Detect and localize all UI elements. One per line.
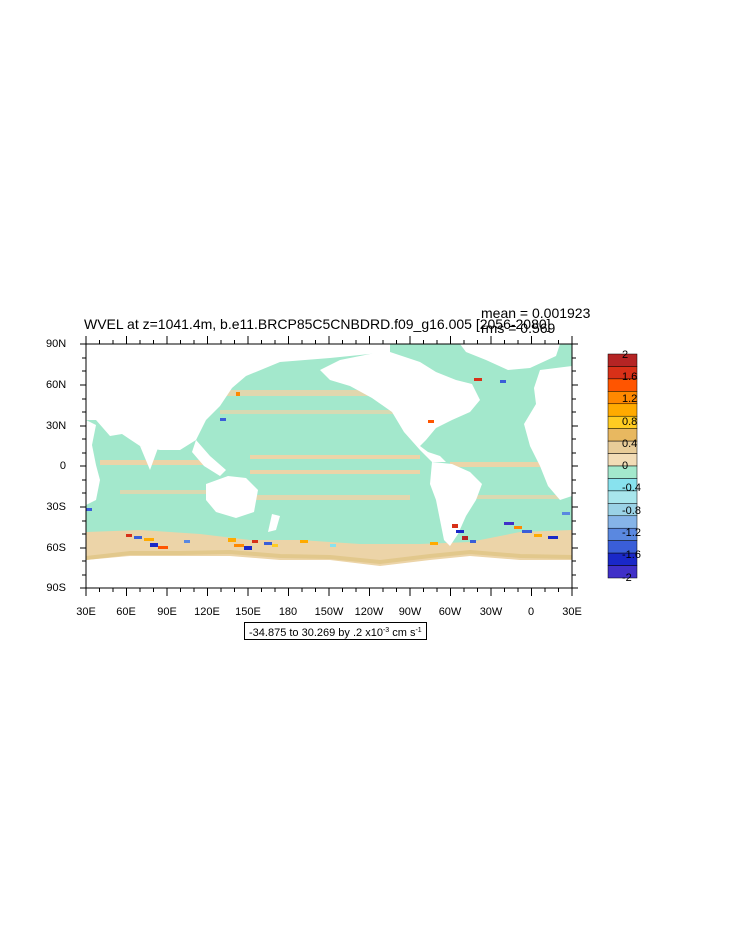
atlantic-stripe [450, 462, 560, 467]
indian-equatorial-stripe [100, 460, 210, 465]
range-prefix: -34.875 to 30.269 by .2 x10 [249, 627, 383, 639]
pacific-stripe-s [250, 470, 420, 474]
colorbar-label: 2 [622, 349, 629, 361]
lon-label-0: 0 [527, 606, 535, 618]
lat-label-60n: 60N [46, 379, 67, 391]
lat-label-30s: 30S [46, 501, 66, 513]
plot-title: WVEL at z=1041.4m, b.e11.BRCP85C5CNBDRD.… [84, 316, 551, 332]
new-zealand-land [268, 514, 280, 532]
se-asia-land [192, 440, 226, 476]
antarctic-coast-ring [86, 549, 572, 565]
colorbar-label: -2 [622, 572, 632, 584]
india-land [140, 446, 158, 470]
lon-label-30e: 30E [76, 606, 96, 618]
colorbar-label: -1.6 [622, 549, 641, 561]
range-unit-exponent: -1 [415, 627, 422, 634]
northern-extremes [220, 378, 506, 423]
axis-ticks [80, 336, 578, 596]
lat-label-90n: 90N [46, 338, 67, 350]
lon-label-150w: 150W [314, 606, 344, 618]
colorbar-label: -0.8 [622, 505, 641, 517]
south-indian-stripe [120, 490, 220, 494]
eurasia-land [86, 344, 390, 450]
europe-land [534, 366, 572, 404]
antarctica-land [86, 556, 572, 588]
colorbar-label: -0.4 [622, 482, 641, 494]
colorbar-label: 0.4 [622, 438, 638, 450]
rms-value: rms = 0.569 [481, 320, 556, 336]
colorbar-label: 0.8 [622, 416, 638, 428]
lat-label-0: 0 [59, 460, 66, 472]
africa-east-land [524, 404, 572, 500]
australia-land [206, 476, 258, 518]
south-america-land [430, 462, 482, 546]
colorbar-label: -1.2 [622, 527, 641, 539]
lon-label-120w: 120W [354, 606, 384, 618]
colorbar-swatch [607, 403, 638, 417]
lon-label-60e: 60E [116, 606, 136, 618]
north-america-land [320, 344, 480, 462]
pacific-stripe-n [250, 455, 420, 459]
lon-label-150e: 150E [235, 606, 261, 618]
colorbar-label: 1.2 [622, 393, 638, 405]
north-pacific-stripe-2 [220, 410, 420, 414]
southern-ocean-extremes [86, 508, 570, 550]
colorbar-label: 1.6 [622, 371, 638, 383]
north-pacific-stripe [215, 390, 415, 396]
south-atlantic-stripe [470, 495, 560, 499]
colorbar-label: 0 [622, 460, 629, 472]
greenland-land [460, 344, 560, 370]
colorbar [607, 353, 638, 579]
lon-label-120e: 120E [194, 606, 220, 618]
colorbar-swatch [607, 565, 638, 579]
contour-range-box: -34.875 to 30.269 by .2 x10-3 cm s-1 [244, 622, 427, 640]
lon-label-60w: 60W [438, 606, 462, 618]
range-exponent: -3 [382, 627, 390, 634]
lon-label-180: 180 [278, 606, 298, 618]
lon-label-30e-right: 30E [562, 606, 582, 618]
africa-land [86, 420, 100, 505]
mean-value: mean = 0.001923 [481, 305, 591, 321]
range-unit: cm s [389, 627, 416, 639]
lon-label-90e: 90E [157, 606, 177, 618]
lon-label-30w: 30W [479, 606, 503, 618]
lat-label-30n: 30N [46, 420, 67, 432]
south-pacific-stripe [250, 495, 410, 500]
lon-label-90w: 90W [398, 606, 422, 618]
lat-label-90s: 90S [46, 582, 66, 594]
map-area [86, 344, 572, 588]
lat-label-60s: 60S [46, 542, 66, 554]
